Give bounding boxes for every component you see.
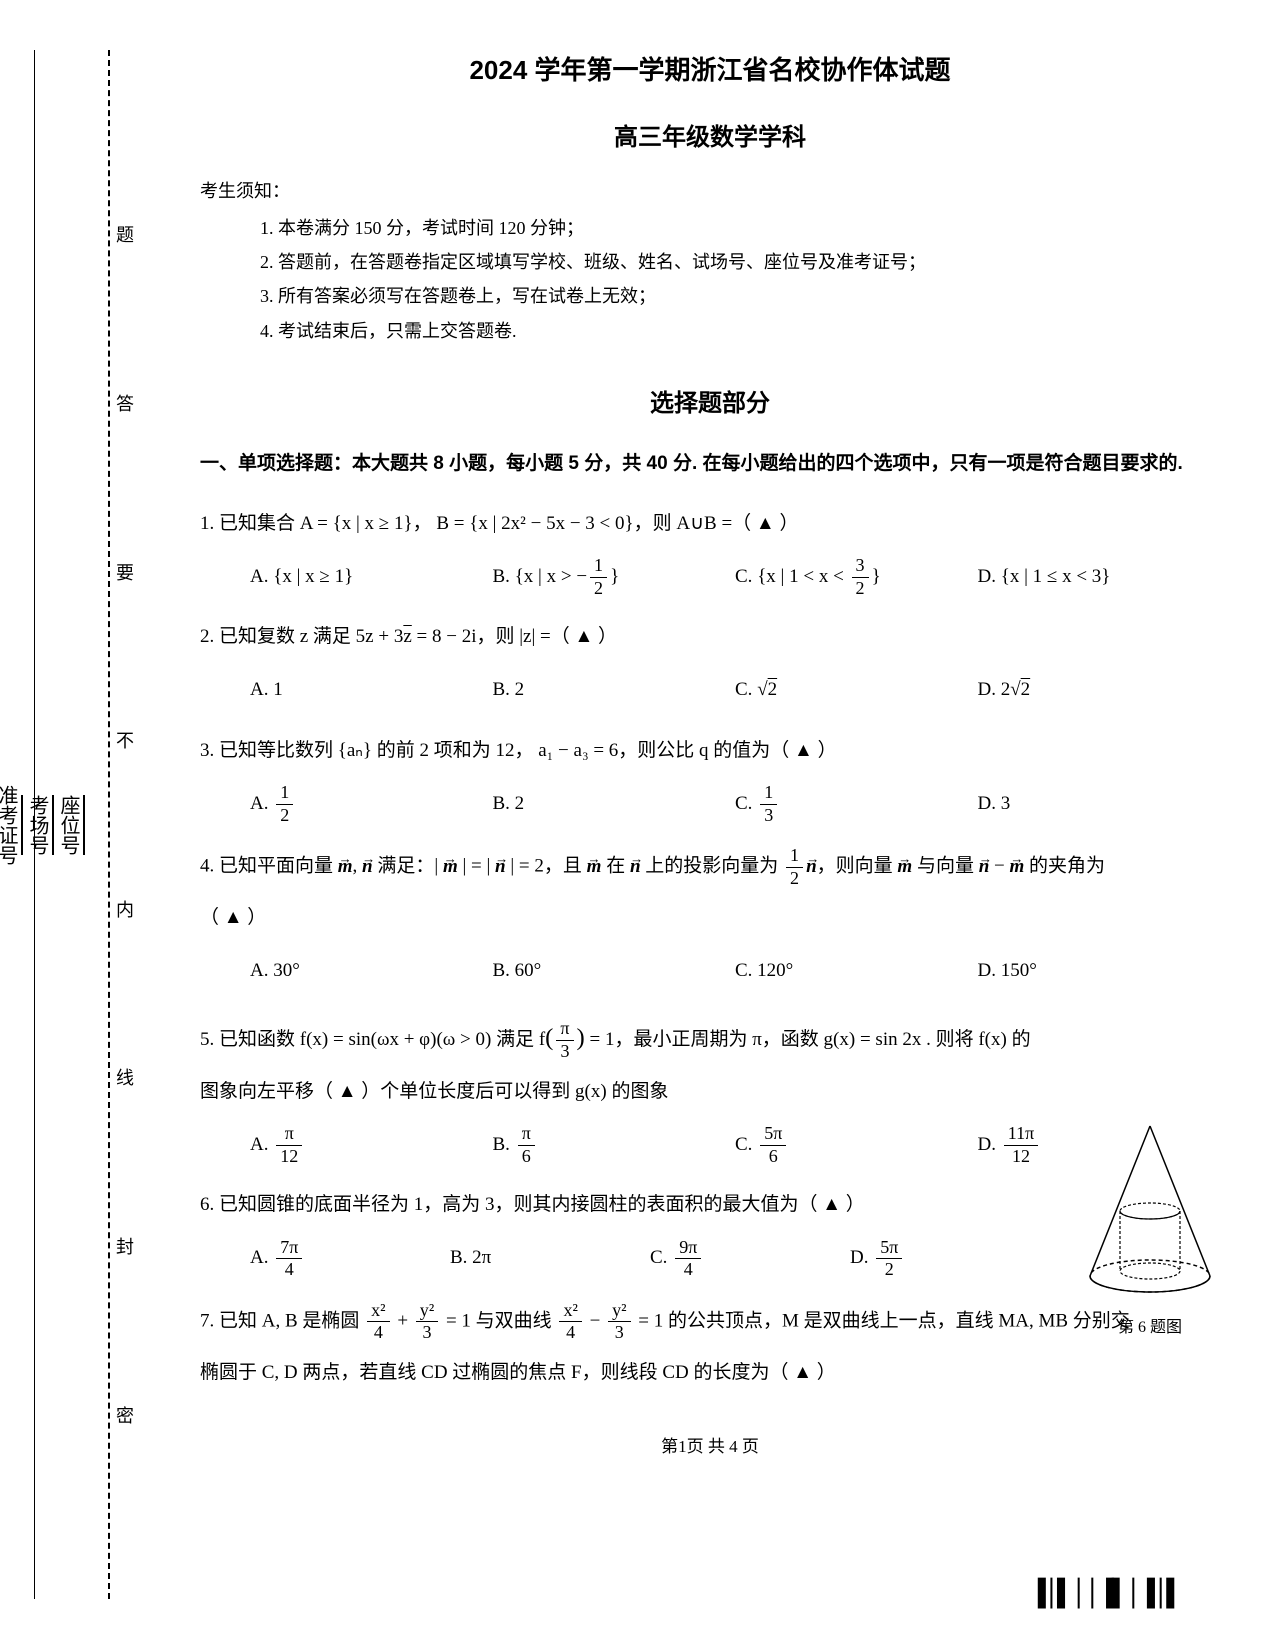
q1-options: A. {x | x ≥ 1} B. {x | x > −12} C. {x | … [200,553,1220,601]
binding-sidebar: 座位号 考场号 准考证号 姓名 班级 题 答 要 不 内 线 封 密 [20,50,160,1599]
q5-text: 5. 已知函数 f(x) = sin(ωx + φ)(ω > 0) 满足 f(π… [200,1013,1220,1063]
exam-title: 2024 学年第一学期浙江省名校协作体试题 [200,50,1220,87]
q3-opt-b: B. 2 [493,780,736,828]
question-6: 第 6 题图 6. 已知圆锥的底面半径为 1，高为 3，则其内接圆柱的表面积的最… [200,1186,1220,1282]
seal-char: 密 [116,1402,134,1428]
seal-warning-column: 题 答 要 不 内 线 封 密 [110,50,140,1599]
cone-cylinder-icon [1075,1116,1225,1296]
seal-char: 不 [116,727,134,753]
q5-line2: 图象向左平移（ ▲ ）个单位长度后可以得到 g(x) 的图象 [200,1073,1220,1111]
section-title: 选择题部分 [200,383,1220,418]
q2-opt-c: C. √2 [735,666,978,714]
seal-char: 题 [116,221,134,247]
question-4: 4. 已知平面向量 m, n 满足：| m | = | n | = 2，且 m … [200,845,1220,995]
q1-opt-c: C. {x | 1 < x < 32} [735,553,978,601]
q6-opt-b: B. 2π [450,1234,650,1282]
question-3: 3. 已知等比数列 {aₙ} 的前 2 项和为 12， a₁ − a₃ = 6，… [200,732,1220,828]
info-labels-column: 座位号 考场号 准考证号 姓名 班级 [35,50,85,1599]
q7-text: 7. 已知 A, B 是椭圆 x²4 + y²3 = 1 与双曲线 x²4 − … [200,1300,1220,1344]
q5-opt-b: B. π6 [493,1121,736,1169]
q4-tail: （ ▲ ） [200,899,1220,937]
notice-item: 3. 所有答案必须写在答题卷上，写在试卷上无效； [260,279,1220,313]
q6-options: A. 7π4 B. 2π C. 9π4 D. 5π2 [200,1234,1050,1282]
q3-options: A. 12 B. 2 C. 13 D. 3 [200,780,1220,828]
q5-opt-a: A. π12 [250,1121,493,1169]
q5-opt-c: C. 5π6 [735,1121,978,1169]
q6-opt-a: A. 7π4 [250,1234,450,1282]
seal-char: 线 [116,1064,134,1090]
q2-opt-b: B. 2 [493,666,736,714]
question-1: 1. 已知集合 A = {x | x ≥ 1}， B = {x | 2x² − … [200,505,1220,601]
q3-opt-c: C. 13 [735,780,978,828]
q6-opt-c: C. 9π4 [650,1234,850,1282]
q4-opt-b: B. 60° [493,947,736,995]
q1-opt-d: D. {x | 1 ≤ x < 3} [978,553,1221,601]
q4-opt-c: C. 120° [735,947,978,995]
q2-options: A. 1 B. 2 C. √2 D. 2√2 [200,666,1220,714]
notice-header: 考生须知： [200,177,1220,203]
q2-text: 2. 已知复数 z 满足 5z + 3z = 8 − 2i，则 |z| =（ ▲… [200,618,1220,656]
main-content: 2024 学年第一学期浙江省名校协作体试题 高三年级数学学科 考生须知： 1. … [180,50,1220,1457]
barcode-placeholder: ▐│▌││▐▌│▐│▌ [1030,1579,1180,1609]
seal-char: 内 [116,896,134,922]
notice-list: 1. 本卷满分 150 分，考试时间 120 分钟； 2. 答题前，在答题卷指定… [200,211,1220,348]
q2-opt-d: D. 2√2 [978,666,1221,714]
q5-options: A. π12 B. π6 C. 5π6 D. 11π12 [200,1121,1220,1169]
q3-text: 3. 已知等比数列 {aₙ} 的前 2 项和为 12， a₁ − a₃ = 6，… [200,732,1220,770]
section-instructions: 一、单项选择题：本大题共 8 小题，每小题 5 分，共 40 分. 在每小题给出… [200,443,1220,485]
question-7: 7. 已知 A, B 是椭圆 x²4 + y²3 = 1 与双曲线 x²4 − … [200,1300,1220,1392]
seal-char: 要 [116,559,134,585]
q2-opt-a: A. 1 [250,666,493,714]
exam-subtitle: 高三年级数学学科 [200,117,1220,152]
notice-item: 1. 本卷满分 150 分，考试时间 120 分钟； [260,211,1220,245]
q1-text: 1. 已知集合 A = {x | x ≥ 1}， B = {x | 2x² − … [200,505,1220,543]
dashed-fold-line [85,50,110,1599]
q3-opt-d: D. 3 [978,780,1221,828]
notice-item: 4. 考试结束后，只需上交答题卷. [260,314,1220,348]
q1-opt-b: B. {x | x > −12} [493,553,736,601]
room-label: 考场号 [23,787,54,863]
q4-text: 4. 已知平面向量 m, n 满足：| m | = | n | = 2，且 m … [200,845,1220,889]
seal-char: 封 [116,1233,134,1259]
q7-line2: 椭圆于 C, D 两点，若直线 CD 过椭圆的焦点 F，则线段 CD 的长度为（… [200,1354,1220,1392]
q6-text: 6. 已知圆锥的底面半径为 1，高为 3，则其内接圆柱的表面积的最大值为（ ▲ … [200,1186,1050,1224]
q1-opt-a: A. {x | x ≥ 1} [250,553,493,601]
seat-label: 座位号 [54,787,85,863]
page-footer: 第1页 共 4 页 [200,1432,1220,1457]
q3-opt-a: A. 12 [250,780,493,828]
exam-page: 座位号 考场号 准考证号 姓名 班级 题 答 要 不 内 线 封 密 2024 … [0,0,1280,1639]
seal-char: 答 [116,390,134,416]
ticket-label: 准考证号 [0,785,23,865]
q4-opt-d: D. 150° [978,947,1221,995]
question-2: 2. 已知复数 z 满足 5z + 3z = 8 − 2i，则 |z| =（ ▲… [200,618,1220,714]
question-5: 5. 已知函数 f(x) = sin(ωx + φ)(ω > 0) 满足 f(π… [200,1013,1220,1168]
q4-opt-a: A. 30° [250,947,493,995]
q6-opt-d: D. 5π2 [850,1234,1050,1282]
q4-options: A. 30° B. 60° C. 120° D. 150° [200,947,1220,995]
notice-item: 2. 答题前，在答题卷指定区域填写学校、班级、姓名、试场号、座位号及准考证号； [260,245,1220,279]
